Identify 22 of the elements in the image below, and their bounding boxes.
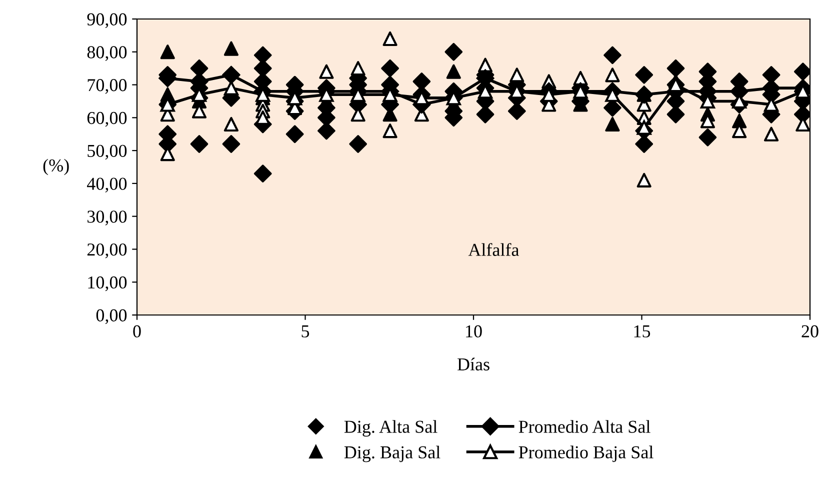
y-tick-label: 20,00: [87, 243, 127, 258]
y-tick-label: 90,00: [87, 13, 127, 28]
x-tick-label: 0: [133, 325, 141, 338]
x-tick-label: 20: [802, 325, 818, 338]
x-tick-label: 5: [302, 325, 310, 338]
y-axis-title: (%): [43, 158, 69, 176]
x-tick-label: 10: [466, 325, 482, 338]
y-tick-label: 70,00: [88, 79, 127, 94]
legend-label: Dig. Alta Sal: [344, 420, 438, 437]
x-tick-label: 15: [634, 325, 650, 338]
y-tick-label: 0,00: [96, 309, 127, 324]
legend-label: Promedio Alta Sal: [518, 420, 650, 433]
y-tick-label: 50,00: [88, 144, 127, 160]
y-tick-label: 80,00: [87, 46, 127, 61]
x-axis-title: Días: [457, 358, 490, 370]
y-tick-label: 30,00: [88, 210, 127, 226]
y-tick-label: 10,00: [88, 276, 127, 292]
annotation: Alfalfa: [468, 243, 520, 256]
legend-label: Dig. Baja Sal: [344, 446, 440, 462]
y-tick-label: 60,00: [87, 112, 127, 127]
y-tick-label: 40,00: [87, 178, 127, 192]
legend-label: Promedio Baja Sal: [518, 446, 654, 462]
